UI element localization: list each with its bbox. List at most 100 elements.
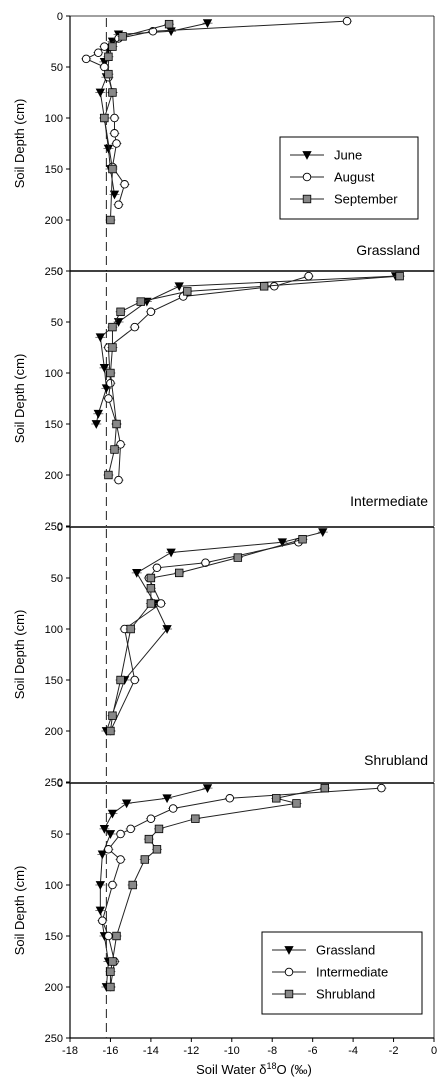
data-point-august [114,200,123,209]
panel-shrubland: 0 50 100 150 200 250 Soil Depth (cm) Shrubland [12,522,435,789]
legend-label-september: September [334,192,398,207]
data-point-june [93,409,103,419]
data-point-september [233,553,243,562]
y-axis-title: Soil Depth (cm) [12,866,27,956]
data-point-september [106,726,115,736]
y-tick-label: 0 [57,522,63,534]
x-tick-label: -10 [224,1045,240,1057]
data-point-september [259,282,269,291]
data-point-shrubland [154,824,164,834]
data-point-august [110,113,119,123]
y-tick-label: 250 [45,1033,63,1045]
y-axis-title: Soil Depth (cm) [12,354,27,444]
series-line-june [105,531,323,732]
data-point-september [108,711,117,720]
y-tick-label: 200 [45,726,63,738]
data-point-shrubland [106,967,115,976]
x-tick-label: -18 [62,1045,78,1057]
data-point-june [91,420,101,429]
data-point-intermediate [108,880,117,890]
y-tick-label: 150 [45,931,63,943]
data-point-june [132,569,142,578]
data-point-shrubland [272,794,281,803]
data-point-august [110,129,119,138]
x-axis-title: Soil Water δ18O (‰) [196,1061,312,1077]
data-point-june [318,528,328,537]
y-tick-label: 50 [51,317,63,329]
y-tick-label: 150 [45,419,63,431]
panel-intermediate: 0 50 100 150 200 250 Soil Depth (cm) Intermedia… [12,266,435,533]
data-point-september [298,535,307,544]
series-line-grassland [99,787,208,988]
data-point-shrubland [106,982,115,992]
data-point-grassland [95,881,106,890]
y-axis-title: Soil Depth (cm) [12,610,27,700]
data-point-september [108,164,117,174]
x-tick-label: -8 [267,1045,277,1057]
y-tick-label: 200 [45,982,63,994]
data-point-shrubland [144,834,154,844]
data-point-intermediate [377,783,386,793]
data-point-june [174,282,184,292]
data-point-september [108,343,117,352]
y-tick-label: 150 [45,164,63,176]
y-tick-label: 0 [57,11,63,23]
data-point-august [106,378,115,388]
y-tick-label: 100 [45,368,63,380]
legend-label-june: June [334,148,362,163]
data-point-intermediate [104,931,113,941]
data-point-august [156,599,166,608]
data-point-august [81,54,91,64]
data-point-august [114,475,123,485]
data-point-september [146,599,156,608]
x-tick-label: -16 [102,1045,118,1057]
x-tick-label: -2 [389,1045,399,1057]
data-point-intermediate [146,814,156,823]
data-point-june [166,548,176,558]
data-point-intermediate [98,916,107,925]
y-tick-label: 150 [45,675,63,687]
legend-label-grassland: Grassland [316,943,375,958]
data-point-september [108,42,117,51]
data-point-september [146,584,156,593]
data-point-september [108,88,117,97]
data-point-intermediate [104,845,113,854]
panel-label: Shrubland [364,752,428,768]
data-point-grassland [107,809,118,819]
data-point-shrubland [128,880,137,890]
data-point-shrubland [140,855,150,864]
data-point-august [104,394,113,403]
data-point-september [146,573,156,583]
y-tick-label: 250 [45,266,63,278]
data-point-september [104,52,113,61]
data-point-september [164,19,174,29]
y-tick-label: 0 [57,778,63,790]
legend-marker-shrubland [284,989,294,999]
data-point-september [183,287,192,296]
data-point-june [99,363,110,373]
data-point-september [108,322,117,332]
panel-comparison: 0 50 100 150 200 250 Soil Depth (cm) Grassland I… [12,778,435,1045]
data-point-august [100,42,109,51]
y-tick-label: 100 [45,624,63,636]
data-point-intermediate [126,824,135,834]
data-point-intermediate [225,794,235,803]
y-tick-label: 50 [51,62,63,74]
data-point-september [110,445,119,454]
data-point-august [152,563,162,573]
y-tick-label: 100 [45,113,63,125]
data-point-june [109,190,120,200]
data-point-shrubland [108,957,117,966]
y-tick-label: 250 [45,521,63,533]
legend: June August September [279,136,419,220]
y-tick-label: 200 [45,215,63,227]
y-tick-label: 200 [45,470,63,482]
data-point-september [100,113,109,123]
data-point-september [112,419,121,429]
data-point-june [95,333,106,343]
data-point-shrubland [152,845,162,854]
data-point-grassland [95,906,106,916]
data-point-june [202,19,213,28]
legend-marker-grassland [284,946,294,955]
data-point-september [104,470,113,480]
